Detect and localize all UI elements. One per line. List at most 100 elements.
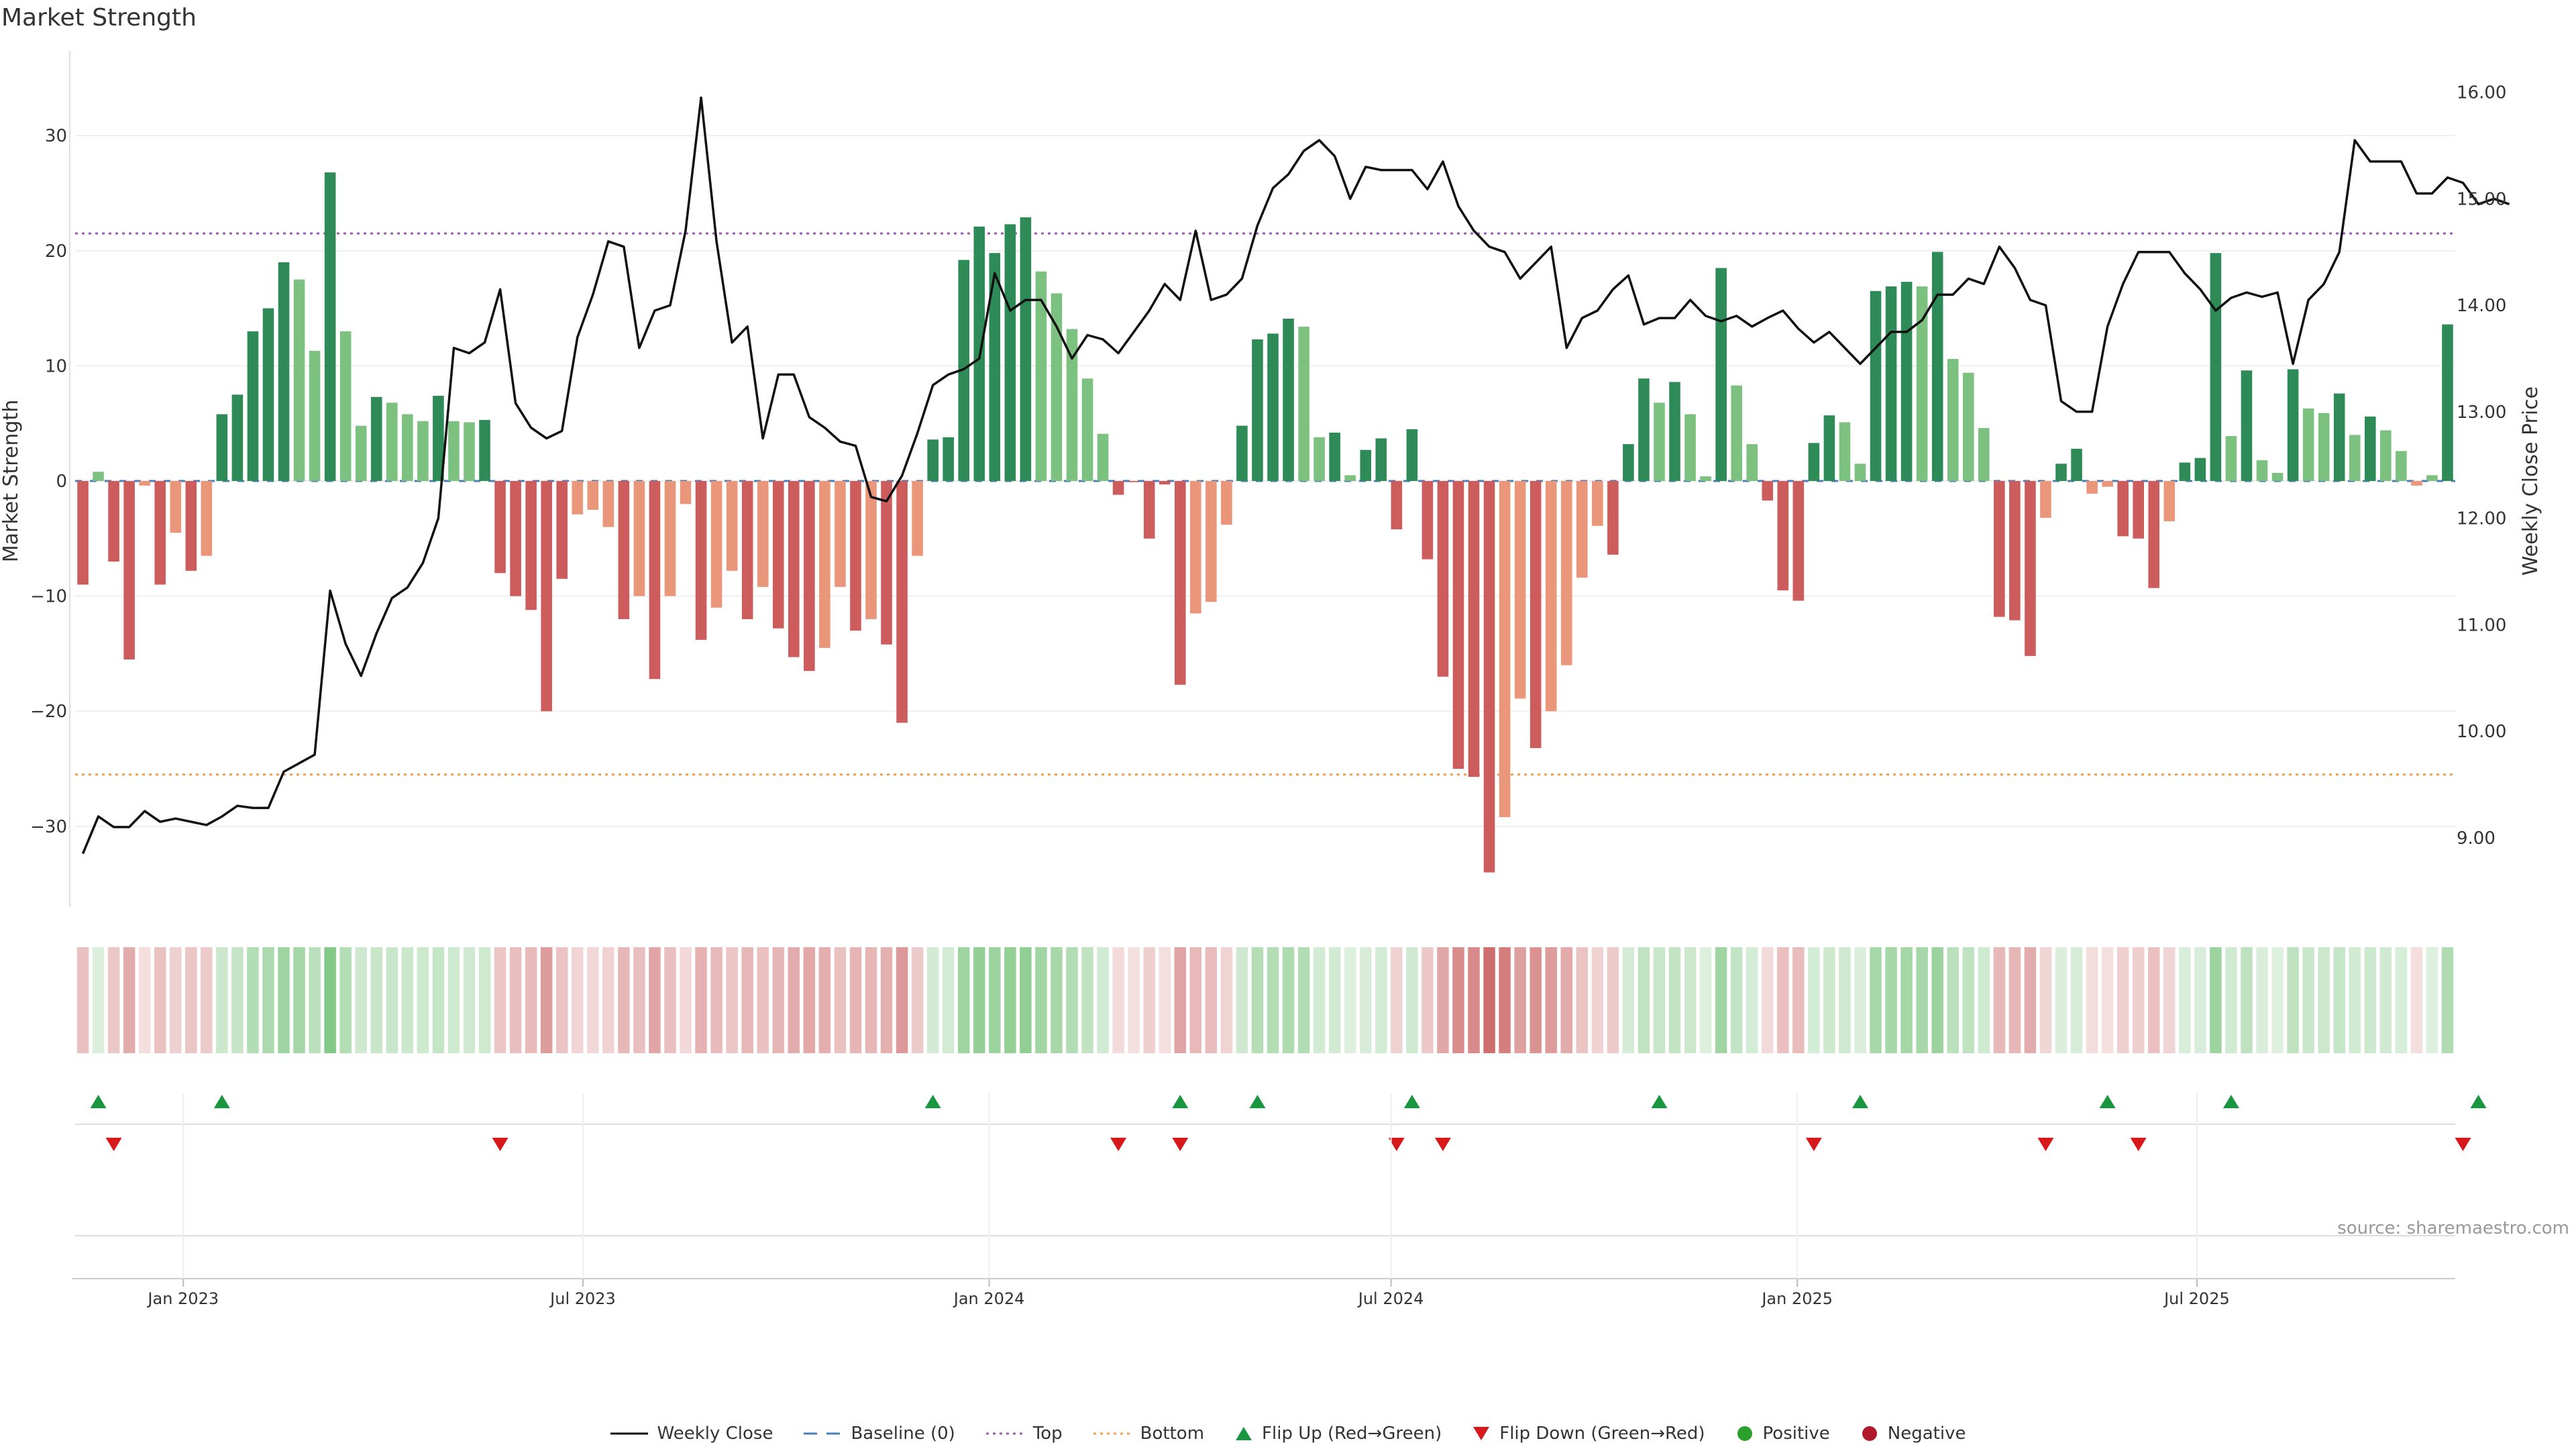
strength-bar [695, 481, 707, 640]
heatmap-cell [1746, 947, 1758, 1053]
heatmap-cell [2410, 947, 2423, 1053]
heatmap-cell [1777, 947, 1789, 1053]
heatmap-cell [1962, 947, 1975, 1053]
legend-label: Baseline (0) [851, 1424, 955, 1444]
heatmap-cell [1236, 947, 1248, 1053]
heatmap-cell [1854, 947, 1866, 1053]
x-tick-label: Jan 2024 [953, 1289, 1025, 1308]
heatmap-cell [1885, 947, 1897, 1053]
strength-bar [2396, 451, 2407, 481]
reference-lines-layer [75, 232, 2455, 776]
strength-bar [819, 481, 830, 648]
flip-up-marker [1172, 1095, 1189, 1108]
heatmap-cell [2039, 947, 2052, 1053]
weekly-close-line [81, 96, 2510, 855]
strength-bar [2241, 370, 2253, 481]
legend-item: Flip Down (Green→Red) [1472, 1424, 1705, 1444]
flip-down-marker [1805, 1138, 1822, 1151]
flip-down-marker [2037, 1138, 2054, 1151]
heatmap-cell [1823, 947, 1835, 1053]
legend-label: Flip Down (Green→Red) [1499, 1424, 1705, 1444]
chart-legend: Weekly Close Baseline (0) Top Bottom Flip Up… [0, 1424, 2576, 1444]
strength-bar [1081, 378, 1093, 481]
strength-bar [1870, 290, 1882, 481]
legend-swatch-icon [985, 1432, 1024, 1435]
strength-bar [1313, 437, 1325, 481]
strength-bar [2287, 369, 2299, 481]
strength-bar [1885, 286, 1897, 481]
strength-bar [772, 481, 784, 629]
y2-tick-label: 9.00 [2457, 828, 2496, 849]
heatmap-cell [1808, 947, 1820, 1053]
heatmap-cell [169, 947, 182, 1053]
strength-bar [108, 481, 119, 562]
strength-bar [896, 481, 908, 723]
heatmap-cell [2241, 947, 2253, 1053]
strength-bar [2117, 481, 2129, 537]
strength-bar [2194, 458, 2206, 481]
heatmap-cell [123, 947, 136, 1053]
heatmap-strip-layer [76, 947, 2454, 1053]
strength-bar [1684, 414, 1696, 481]
heatmap-cell [618, 947, 630, 1053]
strength-bar [1592, 481, 1603, 526]
strength-bar [278, 262, 290, 481]
heatmap-cell [1668, 947, 1681, 1053]
chart-title: Market Strength [1, 4, 197, 32]
heatmap-cell [865, 947, 877, 1053]
heatmap-cell [2333, 947, 2345, 1053]
heatmap-cell [540, 947, 553, 1053]
heatmap-cell [1792, 947, 1805, 1053]
heatmap-cell [1282, 947, 1295, 1053]
strength-bar [309, 351, 321, 481]
heatmap-cell [201, 947, 213, 1053]
strength-bar [788, 481, 800, 657]
heatmap-cell [2101, 947, 2114, 1053]
strength-bar [2102, 481, 2113, 487]
heatmap-cell [2132, 947, 2145, 1053]
strength-bar [1916, 286, 1928, 481]
strength-bar [1808, 443, 1820, 481]
heatmap-cell [463, 947, 476, 1053]
legend-item: Bottom [1093, 1424, 1204, 1444]
heatmap-cell [2163, 947, 2176, 1053]
heatmap-cell [509, 947, 522, 1053]
strength-bar [1777, 481, 1789, 591]
heatmap-cell [1035, 947, 1047, 1053]
strength-bar [448, 421, 460, 481]
strength-bar [216, 414, 228, 481]
heatmap-cell [1452, 947, 1464, 1053]
heatmap-cell [788, 947, 800, 1053]
strength-bar [865, 481, 877, 619]
strength-bar [741, 481, 753, 619]
heatmap-cell [2225, 947, 2237, 1053]
heatmap-cell [478, 947, 491, 1053]
heatmap-cell [355, 947, 367, 1053]
flip-down-marker [492, 1138, 508, 1151]
strength-bar [556, 481, 568, 579]
strength-bar [185, 481, 197, 571]
y2-tick-label: 10.00 [2457, 722, 2506, 742]
strength-bar [1020, 217, 1032, 481]
heatmap-cell [602, 947, 614, 1053]
strength-bar [1731, 385, 1742, 481]
strength-bar [2086, 481, 2098, 494]
strength-bar [231, 394, 244, 481]
heatmap-cell [309, 947, 321, 1053]
strength-bar [77, 481, 89, 585]
heatmap-cell [1220, 947, 1233, 1053]
strength-bar [247, 331, 259, 481]
strength-bar [850, 481, 861, 631]
strength-bar [1715, 268, 1727, 481]
strength-bar [1499, 481, 1511, 818]
strength-bar [1267, 333, 1279, 481]
strength-bar [602, 481, 614, 527]
heatmap-cell [1483, 947, 1495, 1053]
strength-bar [123, 481, 135, 660]
heatmap-cell [1993, 947, 2006, 1053]
strength-bar [1112, 481, 1124, 495]
heatmap-cell [1545, 947, 1557, 1053]
heatmap-cell [1066, 947, 1078, 1053]
strength-bar [757, 481, 769, 587]
